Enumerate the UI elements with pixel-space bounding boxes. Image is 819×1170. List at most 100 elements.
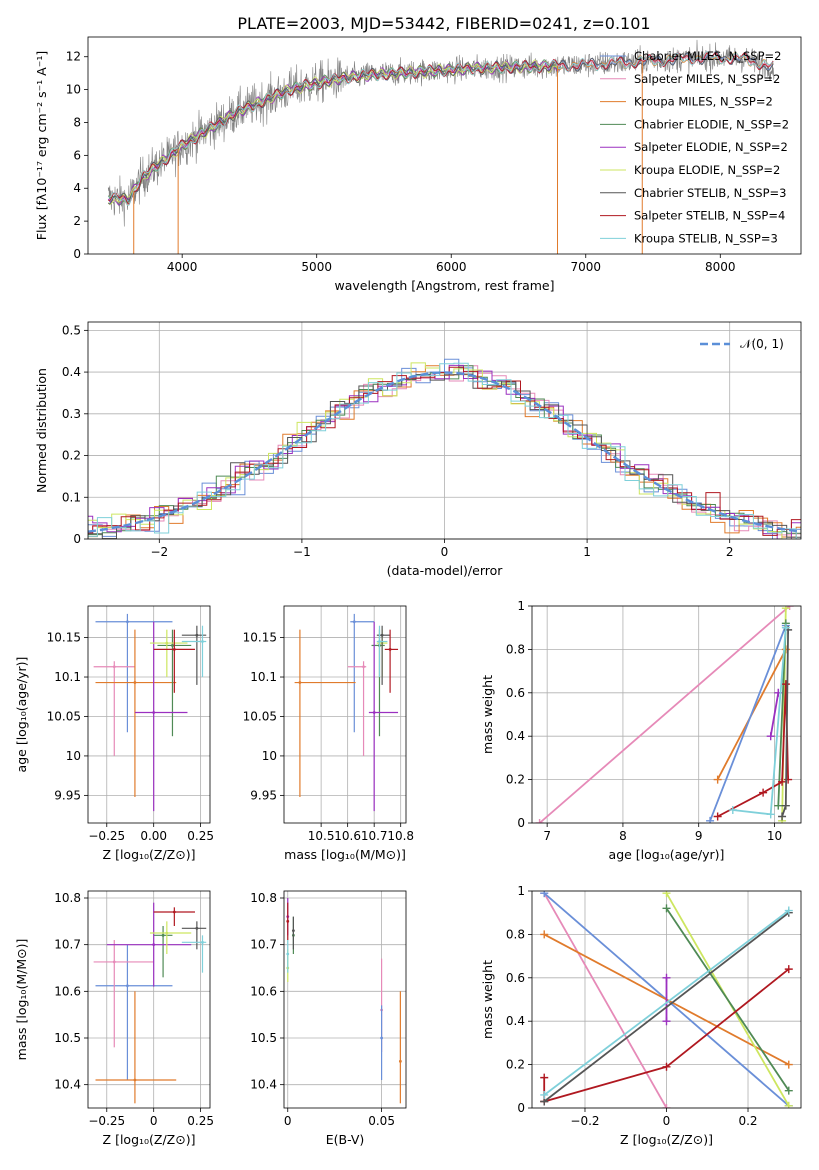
weight-marker <box>728 805 737 814</box>
x-tick-label: 6000 <box>436 260 467 274</box>
data-point <box>380 633 384 637</box>
x-axis-label: (data-model)/error <box>387 563 504 578</box>
weight-marker <box>713 812 722 821</box>
weight-marker <box>766 810 775 819</box>
weight-marker <box>784 906 793 915</box>
data-point <box>112 665 116 669</box>
data-point <box>201 940 204 944</box>
weight-marker <box>781 680 790 689</box>
y-tick-label: 10.6 <box>250 984 277 998</box>
y-tick-label: 0.3 <box>62 407 81 421</box>
plot-area <box>88 358 801 539</box>
y-tick-label: 10 <box>66 83 81 97</box>
x-tick-label: 10.6 <box>334 829 361 843</box>
weight-marker <box>713 775 722 784</box>
x-tick-label: 8 <box>619 829 627 843</box>
y-tick-label: 10.15 <box>243 631 277 645</box>
y-tick-label: 10.4 <box>54 1078 81 1092</box>
model-line-chabrier-stelib <box>108 50 774 205</box>
y-tick-label: 10.7 <box>250 938 277 952</box>
x-tick-label: 0 <box>441 545 449 559</box>
legend-label: Kroupa MILES, N_SSP=2 <box>634 95 773 109</box>
x-tick-label: 10.8 <box>387 829 414 843</box>
y-tick-label: 6 <box>73 148 81 162</box>
x-tick-label: 8000 <box>705 260 736 274</box>
weight-marker <box>784 1086 793 1095</box>
y-tick-label: 0 <box>73 247 81 261</box>
data-point <box>286 919 290 923</box>
data-point <box>172 648 176 651</box>
weight-marker <box>540 930 549 939</box>
axes-frame <box>531 605 802 824</box>
y-tick-label: 12 <box>66 50 81 64</box>
axes: −2 −1 0 1 2 0 0.1 0.2 0.3 0.4 0.5 (data-model)/erro… <box>34 321 802 578</box>
weight-line-salpeter-miles <box>539 606 791 823</box>
legend-label: Kroupa ELODIE, N_SSP=2 <box>634 163 780 177</box>
x-tick-label: 0.00 <box>140 829 167 843</box>
y-tick-label: 10.05 <box>243 709 277 723</box>
x-tick-label: 0 <box>663 1114 671 1128</box>
x-tick-label: 0 <box>150 1114 158 1128</box>
data-point <box>352 620 356 624</box>
y-tick-label: 0.8 <box>506 642 525 656</box>
y-tick-label: 10.15 <box>47 631 81 645</box>
weight-line-salpeter-elodie <box>769 692 780 737</box>
legend-label: Chabrier ELODIE, N_SSP=2 <box>634 117 789 131</box>
axes-frame <box>283 890 407 1109</box>
x-axis-label: Z [log₁₀(Z/Z⊙)] <box>103 847 196 862</box>
plot-area <box>93 613 207 812</box>
weight-line-salpeter-stelib <box>543 968 790 1103</box>
data-point <box>172 910 176 914</box>
plot-area <box>294 613 399 812</box>
data-point <box>201 640 204 643</box>
x-tick-label: 0.2 <box>738 1114 757 1128</box>
y-tick-label: 0.6 <box>506 686 525 700</box>
x-tick-label: −2 <box>150 545 168 559</box>
legend-label: Chabrier MILES, N_SSP=2 <box>634 49 781 63</box>
data-point <box>152 943 156 947</box>
data-point <box>380 1036 383 1040</box>
axes-frame <box>87 890 211 1109</box>
x-axis-label: E(B-V) <box>326 1132 365 1147</box>
y-axis-label: mass weight <box>480 960 495 1039</box>
weight-marker <box>778 777 787 786</box>
x-tick-label: 1 <box>583 545 591 559</box>
data-point <box>133 1078 137 1082</box>
weight-marker <box>540 1073 549 1082</box>
x-axis-label: age [log₁₀(age/yr)] <box>609 847 725 862</box>
axes: 0 0.05 10.4 10.5 10.6 10.7 10.8 E(B-V) <box>250 890 407 1147</box>
y-axis-label: Normed distribution <box>34 368 49 493</box>
axes-frame <box>531 890 802 1109</box>
data-point <box>126 620 129 624</box>
mass-vs-metallicity-panel: −0.25 0 0.25 10.4 10.5 10.6 10.7 10.8 Z [log₁₀(Z… <box>14 890 214 1147</box>
y-tick-label: 2 <box>73 214 81 228</box>
y-tick-label: 10.8 <box>54 891 81 905</box>
data-point <box>133 681 137 684</box>
x-tick-label: 5000 <box>301 260 332 274</box>
y-tick-label: 1 <box>517 599 525 613</box>
weight-vs-age-panel: 7 8 9 10 0 0.2 0.4 0.6 0.8 1 age [log₁₀(age/yr)] ma… <box>480 599 802 862</box>
age-vs-metallicity-panel: −0.25 0.00 0.25 9.95 10 10.05 10.1 10.15 Z [log₁… <box>14 605 214 862</box>
x-tick-label: 10 <box>767 829 782 843</box>
weight-line-chabrier-stelib <box>543 911 790 1103</box>
x-tick-label: 9 <box>695 829 703 843</box>
residual-histogram-salpeter-stelib <box>88 366 801 536</box>
x-tick-label: 0.05 <box>368 1114 395 1128</box>
weight-marker <box>662 1104 671 1108</box>
data-point <box>152 711 156 714</box>
axes: 7 8 9 10 0 0.2 0.4 0.6 0.8 1 age [log₁₀(age/yr)] ma… <box>480 599 802 862</box>
axes: −0.2 0 0.2 0 0.2 0.4 0.6 0.8 1 Z [log₁₀(Z/Z⊙)] mas… <box>480 884 802 1147</box>
x-axis-label: Z [log₁₀(Z/Z⊙)] <box>620 1132 713 1147</box>
weight-marker <box>759 788 768 797</box>
y-tick-label: 1 <box>517 884 525 898</box>
y-tick-label: 0 <box>517 1101 525 1115</box>
y-tick-label: 0.5 <box>62 323 81 337</box>
data-point <box>378 640 381 643</box>
data-point <box>165 641 169 645</box>
figure-title: PLATE=2003, MJD=53442, FIBERID=0241, z=0… <box>237 14 650 33</box>
data-point <box>195 633 199 637</box>
x-axis-label: mass [log₁₀(M/M⊙)] <box>284 847 406 862</box>
weight-marker <box>535 819 544 823</box>
weight-line-chabrier-miles <box>709 625 787 822</box>
y-tick-label: 10.4 <box>250 1078 277 1092</box>
